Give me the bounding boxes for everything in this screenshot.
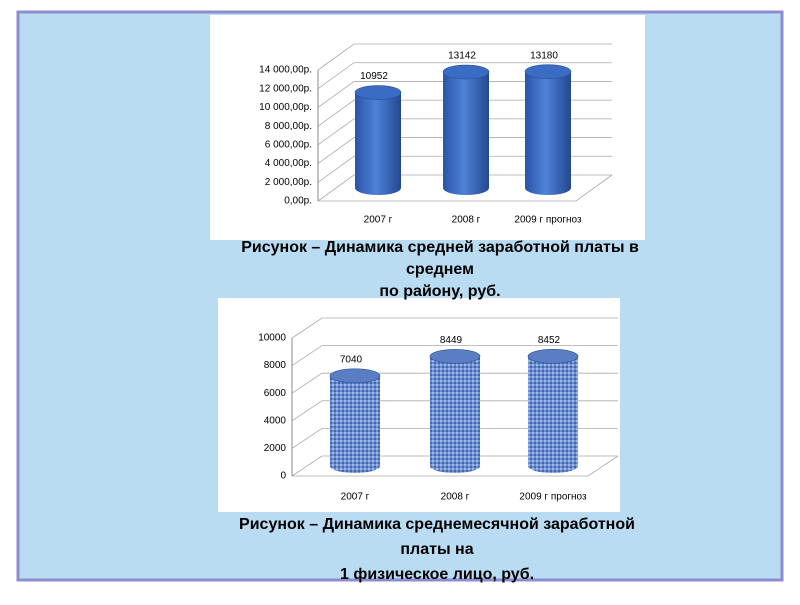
grid-line [317, 43, 612, 71]
grid-line [291, 345, 618, 366]
x-tick-label: 2009 г прогноз [514, 215, 582, 226]
bar-top [429, 349, 481, 364]
data-label: 13180 [530, 50, 558, 61]
y-tick-label: 8 000,00р. [265, 121, 312, 132]
bar [330, 375, 380, 466]
caption: по району, руб. [379, 283, 500, 300]
bar-top [354, 85, 402, 100]
grid-line [291, 317, 618, 339]
x-tick-label: 2007 г [341, 492, 370, 503]
data-label: 8449 [440, 335, 463, 346]
caption: Рисунок – Динамика среднемесячной зарабо… [239, 516, 635, 533]
y-tick-label: 2 000,00р. [265, 177, 312, 188]
caption: платы на [400, 541, 473, 558]
bar [430, 356, 480, 466]
bar-bottom [355, 181, 401, 195]
x-tick-label: 2009 г прогноз [519, 492, 587, 503]
bar-top [527, 349, 579, 364]
bar-bottom [525, 181, 571, 195]
caption: среднем [406, 261, 474, 278]
y-tick-label: 0,00р. [284, 196, 312, 207]
y-tick-label: 14 000,00р. [259, 65, 312, 76]
bar [528, 356, 578, 466]
floor [318, 174, 613, 202]
bar [355, 92, 401, 188]
bar [443, 72, 489, 188]
caption: Рисунок – Динамика средней заработной пл… [241, 239, 639, 256]
data-label: 10952 [360, 71, 388, 82]
data-label: 8452 [538, 335, 561, 346]
y-tick-label: 10000 [258, 333, 286, 344]
data-label: 7040 [340, 354, 363, 365]
grid-line [291, 372, 618, 394]
y-tick-label: 10 000,00р. [259, 102, 312, 113]
bar-bottom [443, 181, 489, 195]
grid-line [291, 400, 618, 422]
bar-top [442, 64, 490, 80]
y-tick-label: 4 000,00р. [265, 158, 312, 169]
x-tick-label: 2008 г [452, 215, 481, 226]
caption: 1 физическое лицо, руб. [340, 566, 534, 583]
bar-bottom [430, 459, 480, 473]
bar-top [329, 368, 381, 384]
y-tick-label: 12 000,00р. [259, 83, 312, 94]
y-tick-label: 6000 [264, 388, 287, 399]
bar-bottom [330, 459, 380, 473]
grid-line [317, 62, 612, 90]
grid-line [291, 455, 618, 477]
bar-bottom [528, 459, 578, 473]
y-tick-label: 4000 [264, 415, 287, 426]
chart-box [210, 15, 645, 240]
y-tick-label: 0 [280, 471, 286, 482]
floor [292, 455, 619, 477]
x-tick-label: 2008 г [441, 492, 470, 503]
y-tick-label: 6 000,00р. [265, 139, 312, 150]
y-tick-label: 8000 [264, 360, 287, 371]
bar-top [524, 64, 572, 79]
data-label: 13142 [448, 51, 476, 62]
y-tick-label: 2000 [264, 443, 287, 454]
bar [525, 71, 571, 188]
grid-line [291, 428, 618, 449]
x-tick-label: 2007 г [364, 215, 393, 226]
